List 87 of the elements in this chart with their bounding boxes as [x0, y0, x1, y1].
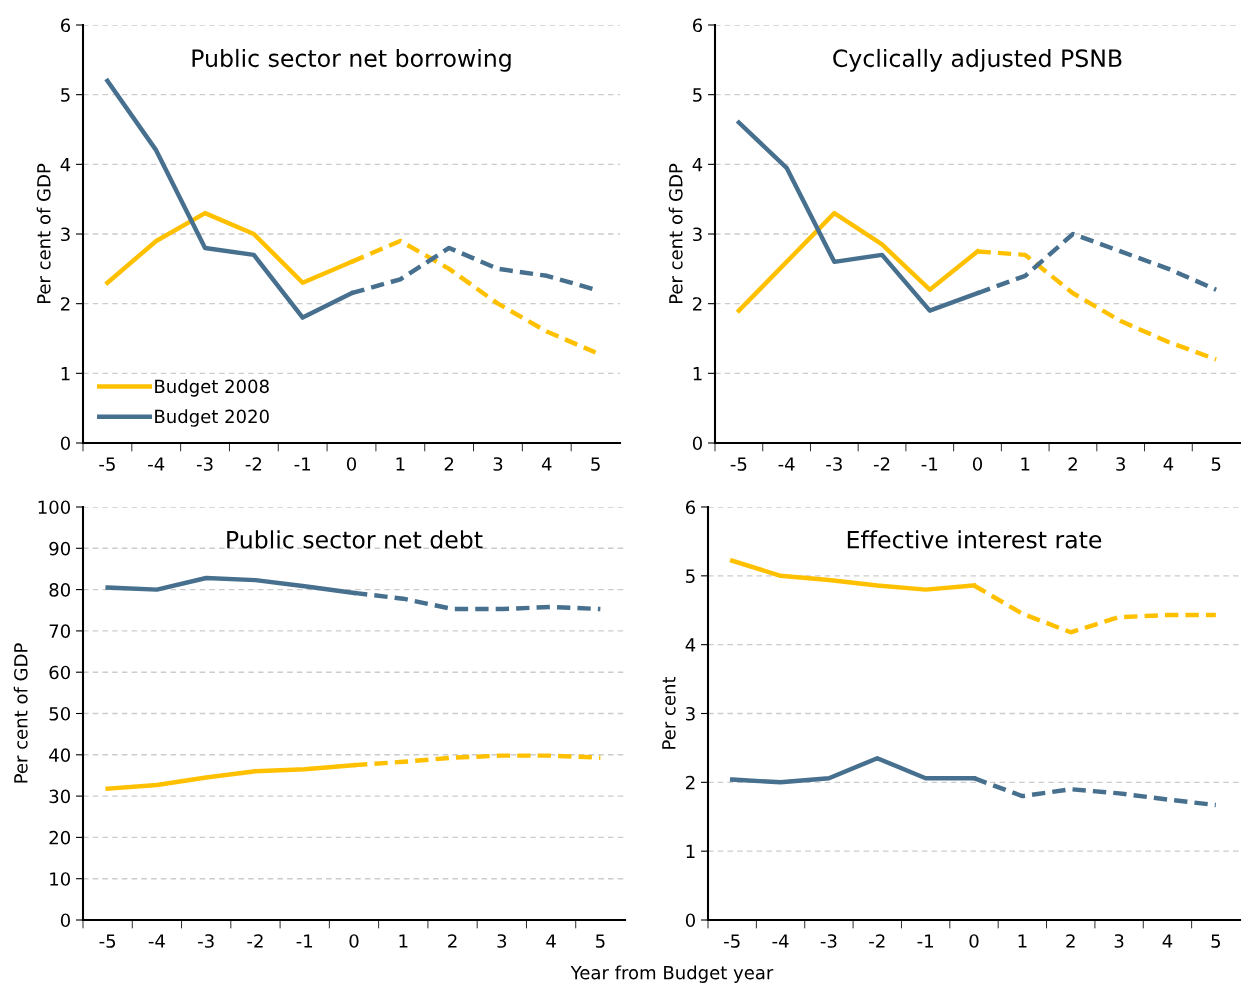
y-tick-label: 50 — [49, 706, 70, 721]
x-tick-label: -4 — [778, 457, 795, 471]
x-tick-label: -3 — [198, 934, 214, 948]
y-tick-label: 1 — [61, 367, 70, 381]
x-tick-label: -1 — [294, 457, 311, 471]
x-tick-label: 2 — [448, 934, 457, 948]
x-tick-label: 0 — [346, 457, 357, 471]
x-tick-label: -1 — [921, 457, 938, 471]
y-tick-label: 100 — [38, 500, 70, 515]
y-tick-label: 60 — [49, 665, 70, 680]
x-tick-label: 5 — [596, 934, 605, 948]
x-tick-label: 3 — [497, 934, 507, 948]
x-axis-title: Year from Budget year — [570, 965, 774, 983]
x-tick-label: -5 — [730, 457, 747, 471]
y-tick-label: 90 — [49, 541, 70, 556]
x-tick-label: 0 — [349, 934, 359, 948]
y-tick-label: 6 — [685, 500, 696, 515]
x-tick-label: 3 — [493, 457, 503, 471]
x-tick-label: -4 — [772, 934, 789, 948]
x-tick-label: 5 — [1211, 934, 1220, 948]
x-tick-label: -3 — [826, 457, 842, 471]
y-tick-label: 4 — [692, 158, 703, 172]
y-tick-label: 6 — [692, 18, 703, 33]
x-tick-label: 1 — [1018, 934, 1027, 948]
x-tick-label: 4 — [1163, 457, 1174, 471]
x-tick-label: 1 — [1021, 457, 1030, 471]
y-tick-label: 3 — [686, 706, 695, 721]
y-tick-label: 80 — [49, 583, 70, 597]
y-tick-label: 70 — [49, 624, 70, 639]
x-tick-label: 0 — [969, 934, 979, 948]
y-tick-label: 4 — [60, 158, 71, 172]
y-tick-label: 6 — [60, 18, 71, 33]
y-tick-label: 2 — [693, 297, 702, 311]
x-tick-label: -3 — [196, 457, 213, 471]
legend-label: Budget 2020 — [155, 409, 269, 427]
y-tick-label: 0 — [60, 436, 70, 451]
x-tick-label: 4 — [541, 457, 552, 471]
x-tick-label: -1 — [917, 934, 933, 948]
y-tick-label: 40 — [49, 748, 70, 762]
x-tick-label: -4 — [148, 934, 165, 948]
y-axis-title: Per cent — [662, 676, 676, 749]
x-tick-label: 1 — [396, 457, 405, 471]
x-tick-label: 5 — [1211, 457, 1221, 471]
x-tick-label: 2 — [444, 457, 454, 471]
text: Cyclically adjusted PSNB — [833, 48, 1122, 72]
y-axis-title: Per cent of GDP — [668, 163, 683, 304]
y-tick-label: 5 — [693, 88, 702, 102]
text: Effective interest rate — [847, 530, 1102, 549]
y-tick-label: 3 — [61, 227, 70, 242]
x-tick-label: 4 — [546, 934, 556, 948]
y-tick-label: 5 — [686, 569, 695, 583]
y-tick-label: 0 — [692, 436, 702, 451]
text: Public sector net debt — [227, 530, 483, 549]
x-tick-label: -3 — [820, 934, 837, 948]
y-tick-label: 2 — [61, 297, 70, 311]
y-tick-label: 2 — [686, 775, 695, 790]
y-tick-label: 4 — [685, 638, 696, 652]
x-tick-label: -5 — [724, 934, 740, 948]
x-tick-label: -2 — [869, 934, 885, 948]
x-tick-label: 2 — [1068, 457, 1077, 471]
x-tick-label: -4 — [148, 457, 165, 471]
x-tick-label: -2 — [873, 457, 890, 471]
y-tick-label: 1 — [686, 844, 695, 859]
legend-label: Budget 2008 — [155, 379, 269, 397]
y-axis-title: Per cent of GDP — [36, 163, 51, 304]
y-tick-label: 10 — [50, 872, 70, 886]
x-tick-label: 4 — [1162, 934, 1173, 948]
x-tick-label: 5 — [591, 457, 600, 471]
x-tick-label: 1 — [399, 934, 408, 948]
x-tick-label: -2 — [245, 457, 262, 471]
x-tick-label: 2 — [1066, 934, 1075, 948]
y-tick-label: 0 — [685, 913, 695, 928]
x-tick-label: -1 — [296, 934, 313, 948]
x-tick-label: 3 — [1114, 934, 1124, 948]
y-axis-title: Per cent of GDP — [13, 643, 28, 783]
x-tick-label: -5 — [99, 457, 115, 471]
x-tick-label: 3 — [1116, 457, 1125, 471]
text: Public sector net borrowing — [192, 48, 511, 72]
x-tick-label: -5 — [99, 934, 116, 948]
y-tick-label: 1 — [693, 367, 702, 381]
x-tick-label: -2 — [247, 934, 263, 948]
y-tick-label: 3 — [693, 227, 702, 242]
x-tick-label: 0 — [972, 457, 983, 471]
y-tick-label: 0 — [60, 913, 70, 928]
y-tick-label: 30 — [49, 789, 70, 804]
y-tick-label: 5 — [61, 88, 70, 102]
y-tick-label: 20 — [49, 830, 70, 845]
